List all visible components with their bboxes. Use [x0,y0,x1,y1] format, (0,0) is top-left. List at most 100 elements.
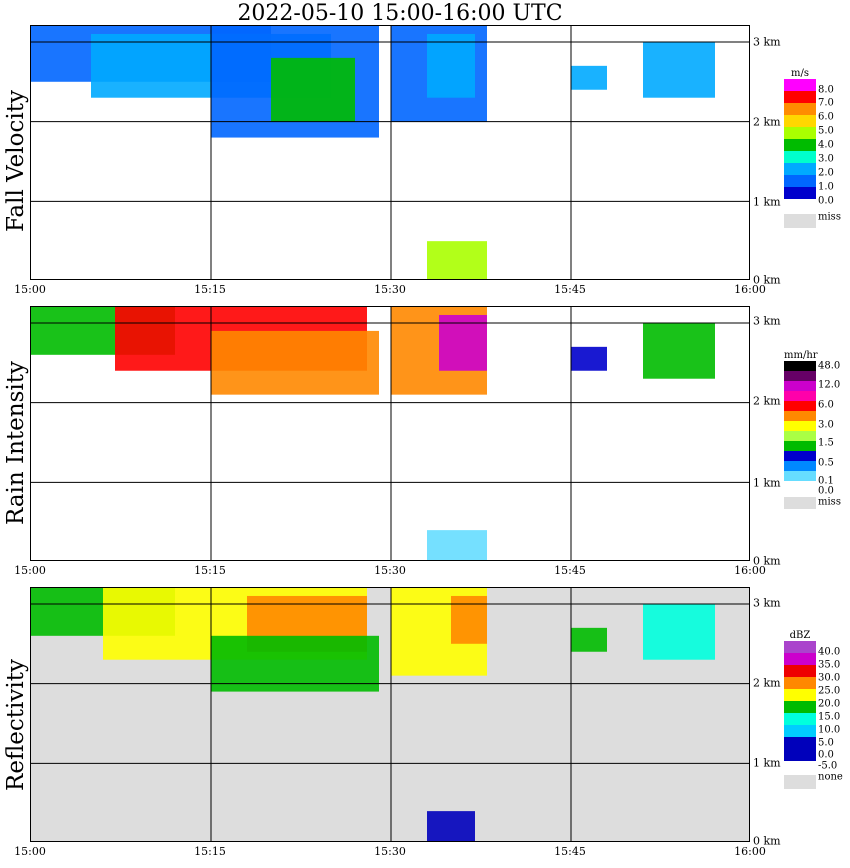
legend-swatch [784,713,816,725]
legend-swatch [784,151,816,163]
legend-level: 3.0 [818,153,834,165]
legend-swatch [784,677,816,689]
legend-swatch [784,163,816,175]
y-tick-label: 0 km [753,273,781,287]
y-tick-label: 2 km [753,676,781,690]
heatmap-cell [271,57,355,122]
heatmap-cell [439,314,487,371]
legend-swatch [784,725,816,737]
legend-level: 30.0 [818,672,841,684]
heatmap-cell [643,603,715,660]
x-tick-label: 15:15 [194,283,226,296]
x-tick-label: 15:45 [554,564,586,577]
legend-swatch [784,127,816,139]
heatmap-cell [427,241,487,279]
legend-level: 8.0 [818,84,834,96]
y-tick-label: 2 km [753,115,781,129]
heatmap-cell [571,65,607,90]
plot-rain-intensity [30,306,750,561]
legend-swatch [784,451,816,461]
y-tick-label: 1 km [753,756,781,770]
x-tick-label: 16:00 [734,845,766,858]
legend-level: 3.0 [818,419,834,431]
legend-level: 0.0 [818,749,834,761]
legend-level: 0.0 [818,195,834,207]
heatmap-cell [427,811,475,841]
legend-swatch [784,115,816,127]
legend-level: 0.5 [818,457,834,469]
legend-swatch [784,461,816,471]
plot-reflectivity-svg [31,588,749,841]
legend-swatch [784,641,816,653]
legend-swatch [784,653,816,665]
x-tick-label: 15:30 [374,283,406,296]
legend-level: 0.1 [818,475,834,487]
heatmap-cell [211,635,379,692]
plot-fall-velocity [30,25,750,280]
legend-level: 40.0 [818,646,841,658]
legend-level: 20.0 [818,698,841,710]
panel-label-rain-intensity: Rain Intensity [3,361,29,525]
legend-swatch-missing [784,214,816,228]
legend-swatch [784,737,816,749]
legend-unit: dBZ [789,630,811,641]
legend-level: 6.0 [818,399,834,411]
legend-level: 2.0 [818,167,834,179]
plot-reflectivity [30,587,750,842]
heatmap-cell [451,595,487,644]
y-tick-label: 3 km [753,35,781,49]
legend-level: 15.0 [818,711,841,723]
legend-level: 35.0 [818,659,841,671]
x-tick-label: 15:00 [14,845,46,858]
x-tick-label: 16:00 [734,564,766,577]
x-tick-label: 15:30 [374,845,406,858]
legend-swatch [784,665,816,677]
legend-level: 1.5 [818,437,834,449]
legend-reflectivity: dBZ 40.0 35.0 30.0 25.0 20.0 15.0 10.0 5… [784,630,844,795]
legend-level: 12.0 [818,379,841,391]
legend-swatch-missing [784,497,816,509]
heatmap-cell [643,41,715,98]
legend-swatch [784,471,816,481]
heatmap-cell [211,330,379,395]
legend-missing-label: miss [818,496,841,508]
legend-level: 1.0 [818,181,834,193]
legend-swatch [784,187,816,199]
legend-swatch [784,91,816,103]
y-tick-label: 0 km [753,554,781,568]
legend-swatch [784,381,816,391]
heatmap-cell [571,346,607,371]
y-tick-label: 1 km [753,195,781,209]
chart-title: 2022-05-10 15:00-16:00 UTC [237,1,563,26]
x-tick-label: 15:45 [554,283,586,296]
legend-swatch [784,749,816,761]
legend-missing-label: miss [818,211,841,223]
panel-label-reflectivity: Reflectivity [3,659,29,791]
legend-swatch-missing [784,775,816,789]
legend-level: 10.0 [818,724,841,736]
x-tick-label: 15:15 [194,564,226,577]
legend-swatch [784,371,816,381]
y-tick-label: 3 km [753,596,781,610]
x-tick-label: 16:00 [734,283,766,296]
legend-swatch [784,103,816,115]
legend-unit: m/s [791,68,809,79]
legend-swatch [784,441,816,451]
x-tick-label: 15:45 [554,845,586,858]
x-tick-label: 15:00 [14,283,46,296]
legend-level: -5.0 [818,760,838,772]
legend-swatch [784,175,816,187]
legend-swatch [784,139,816,151]
heatmap-cell [427,530,487,560]
legend-swatch [784,689,816,701]
legend-level: 5.0 [818,125,834,137]
legend-level: 25.0 [818,685,841,697]
x-tick-label: 15:15 [194,845,226,858]
heatmap-cell [427,33,475,98]
y-tick-label: 1 km [753,476,781,490]
legend-swatch [784,431,816,441]
x-tick-label: 15:00 [14,564,46,577]
legend-level: 48.0 [818,360,841,372]
plot-fall-velocity-svg [31,26,749,279]
heatmap-cell [643,322,715,379]
